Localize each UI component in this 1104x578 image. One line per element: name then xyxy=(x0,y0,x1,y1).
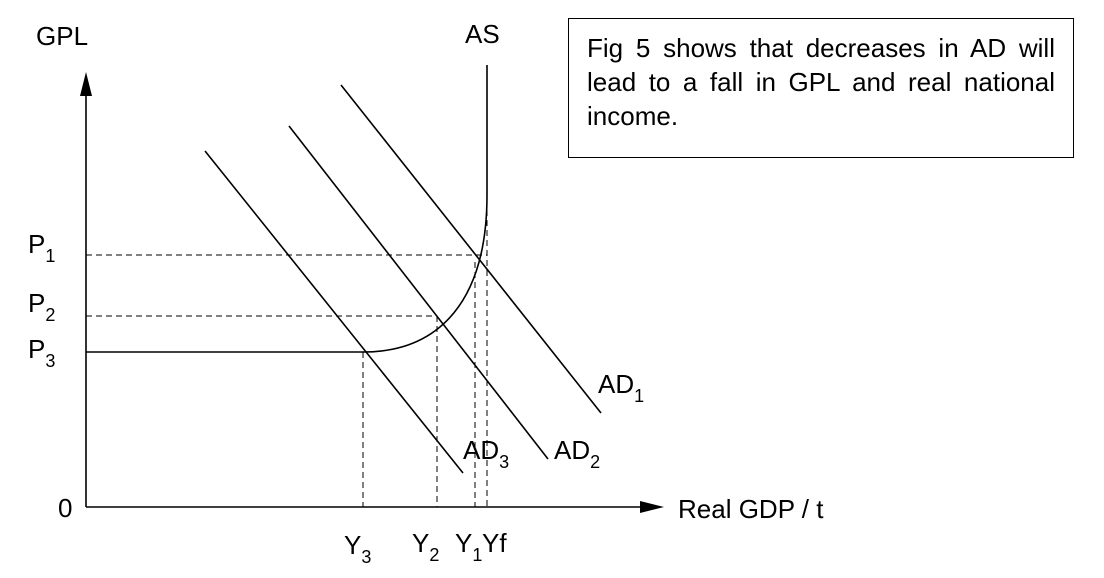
ad3-label: AD3 xyxy=(463,435,509,472)
ad2-label: AD2 xyxy=(554,435,600,472)
yf-label: Yf xyxy=(482,528,507,558)
ad1-label: AD1 xyxy=(598,369,644,406)
y2-label: Y2 xyxy=(412,528,439,565)
y-axis-arrowhead xyxy=(80,72,92,96)
p3-label: P3 xyxy=(28,334,55,371)
y3-label: Y3 xyxy=(344,530,371,567)
origin-label: 0 xyxy=(58,493,72,523)
annotation-box: Fig 5 shows that decreases in AD will le… xyxy=(568,18,1074,158)
as-label: AS xyxy=(465,19,500,49)
ad2-curve xyxy=(288,125,549,460)
annotation-text: Fig 5 shows that decreases in AD will le… xyxy=(587,33,1055,131)
y-axis-title: GPL xyxy=(36,21,88,51)
as-curve xyxy=(86,65,488,353)
y1-label: Y1 xyxy=(455,528,482,565)
ad1-curve xyxy=(340,84,602,414)
ad3-curve xyxy=(204,150,464,474)
x-axis-title: Real GDP / t xyxy=(678,494,824,524)
x-axis-arrowhead xyxy=(640,501,664,513)
p2-label: P2 xyxy=(28,288,55,325)
p1-label: P1 xyxy=(28,229,55,266)
